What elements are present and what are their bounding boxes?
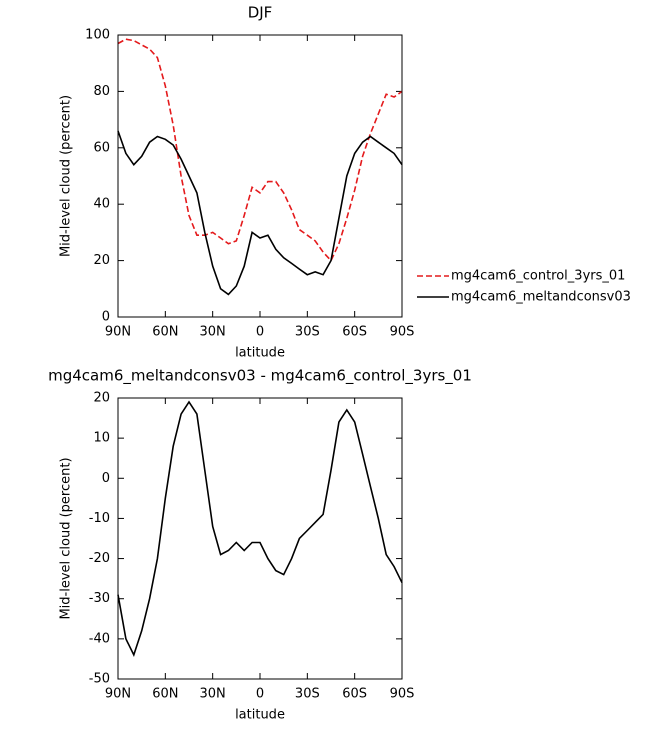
y-tick-label: 20 xyxy=(93,391,110,406)
x-tick-label: 90S xyxy=(390,325,415,340)
y-axis-label: Mid-level cloud (percent) xyxy=(59,457,74,619)
y-tick-label: -40 xyxy=(89,631,110,646)
series-line xyxy=(117,130,403,296)
y-axis-label: Mid-level cloud (percent) xyxy=(59,95,74,257)
y-tick-label: 60 xyxy=(93,140,110,155)
x-tick-label: 60N xyxy=(152,325,178,340)
y-tick-label: -30 xyxy=(89,591,110,606)
x-tick-label: 60N xyxy=(152,687,178,702)
legend-label: mg4cam6_control_3yrs_01 xyxy=(451,269,625,284)
y-tick-label: -20 xyxy=(89,551,110,566)
legend-label: mg4cam6_meltandconsv03 xyxy=(451,290,631,305)
chart-title: mg4cam6_meltandconsv03 - mg4cam6_control… xyxy=(48,367,472,386)
x-tick-label: 30S xyxy=(295,325,320,340)
y-tick-label: 80 xyxy=(93,84,110,99)
chart-title: DJF xyxy=(248,4,273,22)
y-tick-label: 10 xyxy=(93,431,110,446)
x-tick-label: 90N xyxy=(105,325,131,340)
x-tick-label: 90S xyxy=(390,687,415,702)
x-tick-label: 0 xyxy=(256,325,264,340)
series-line xyxy=(117,38,403,263)
series-line xyxy=(117,400,403,658)
x-tick-label: 90N xyxy=(105,687,131,702)
x-tick-label: 30N xyxy=(200,687,226,702)
x-tick-label: 30N xyxy=(200,325,226,340)
y-tick-label: -50 xyxy=(89,672,110,687)
plot-frame xyxy=(117,397,403,680)
x-tick-label: 60S xyxy=(342,687,367,702)
y-tick-label: 40 xyxy=(93,197,110,212)
y-tick-label: 0 xyxy=(102,471,110,486)
y-tick-label: 100 xyxy=(85,28,110,43)
x-axis-label: latitude xyxy=(235,708,285,723)
x-tick-label: 30S xyxy=(295,687,320,702)
x-tick-label: 60S xyxy=(342,325,367,340)
x-axis-label: latitude xyxy=(235,346,285,361)
y-tick-label: 0 xyxy=(102,310,110,325)
plot-frame xyxy=(117,34,403,318)
y-tick-label: -10 xyxy=(89,511,110,526)
y-tick-label: 20 xyxy=(93,253,110,268)
x-tick-label: 0 xyxy=(256,687,264,702)
